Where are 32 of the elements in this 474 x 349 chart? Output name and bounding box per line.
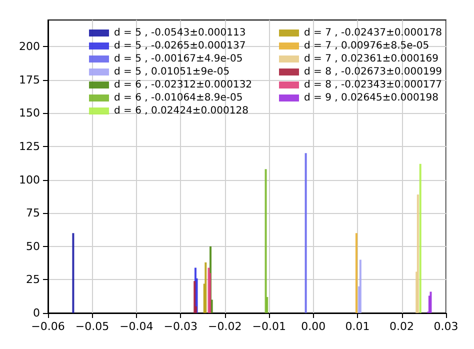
x-tick-label: 0.00: [301, 320, 326, 333]
y-tick-label: 125: [19, 140, 40, 154]
legend-label: d = 6 , -0.01064±8.9e-05: [114, 92, 243, 104]
legend-label: d = 7 , 0.00976±8.5e-05: [304, 40, 430, 52]
legend-label: d = 6 , -0.02312±0.000132: [114, 80, 252, 90]
x-tick-label: −0.04: [120, 320, 154, 333]
y-tick-label: 75: [26, 206, 40, 220]
x-tick-label: 0.03: [434, 320, 458, 333]
legend-label: d = 5 , 0.01051±9e-05: [114, 66, 230, 78]
y-tick-label: 150: [19, 106, 40, 120]
x-tick-label: −0.02: [208, 320, 242, 333]
y-tick-label: 100: [19, 173, 40, 186]
x-tick-label: −0.05: [75, 320, 110, 333]
x-tick-label: 0.02: [390, 320, 414, 333]
legend-label: d = 8 , -0.02343±0.000177: [304, 80, 442, 90]
legend-label: d = 5 , -0.00167±4.9e-05: [114, 54, 243, 64]
y-tick-label: 25: [26, 273, 40, 286]
legend-label: d = 6 , 0.02424±0.000128: [114, 106, 248, 116]
legend-label: d = 5 , -0.0543±0.000113: [114, 28, 246, 38]
y-tick-label: 50: [26, 240, 40, 253]
x-tick-label: −0.06: [31, 320, 65, 333]
legend-label: d = 7 , -0.02437±0.000178: [304, 28, 442, 38]
legend-label: d = 9 , 0.02645±0.000198: [304, 92, 438, 104]
legend-label: d = 7 , 0.02361±0.000169: [304, 54, 438, 64]
y-tick-label: 200: [19, 40, 40, 54]
x-tick-label: 0.01: [345, 320, 370, 333]
x-tick-label: −0.03: [164, 320, 198, 333]
x-tick-label: −0.01: [252, 320, 286, 333]
legend-label: d = 5 , -0.0265±0.000137: [114, 40, 246, 52]
y-tick-label: 175: [19, 73, 40, 86]
legend-label: d = 8 , -0.02673±0.000199: [304, 66, 442, 78]
y-tick-label: 0: [33, 306, 40, 320]
